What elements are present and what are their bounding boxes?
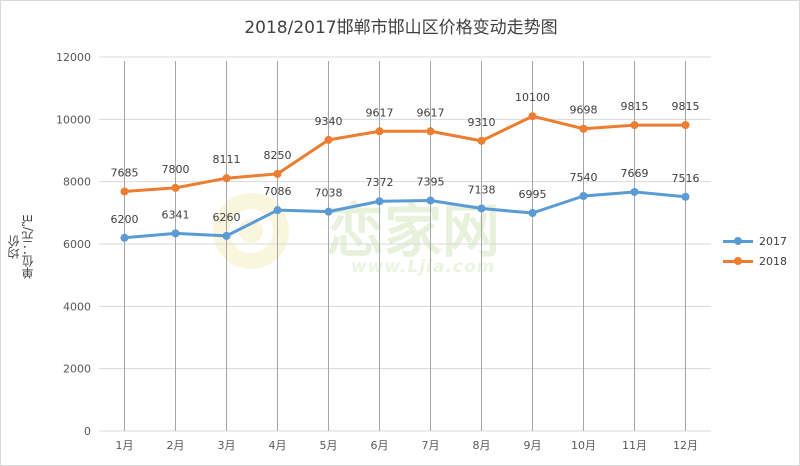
x-tick-label: 6月 bbox=[371, 439, 389, 452]
y-tick-label: 6000 bbox=[63, 238, 91, 251]
data-label-2017: 6995 bbox=[519, 188, 547, 201]
data-label-2018: 10100 bbox=[515, 91, 550, 104]
data-label-2017: 6341 bbox=[162, 208, 190, 221]
x-tick-label: 9月 bbox=[524, 439, 542, 452]
data-label-2018: 9815 bbox=[672, 100, 700, 113]
data-label-2017: 7540 bbox=[570, 171, 598, 184]
y-tick-label: 10000 bbox=[56, 113, 91, 126]
data-label-2018: 9698 bbox=[570, 104, 598, 117]
data-point-2018 bbox=[324, 135, 333, 144]
data-point-2018 bbox=[120, 187, 129, 196]
y-tick-label: 4000 bbox=[63, 300, 91, 313]
series-line-2018 bbox=[124, 114, 686, 193]
data-point-2018 bbox=[477, 136, 486, 145]
data-point-2018 bbox=[579, 124, 588, 133]
data-label-2018: 7800 bbox=[162, 163, 190, 176]
data-label-2018: 9617 bbox=[417, 106, 445, 119]
data-point-2018 bbox=[681, 121, 690, 130]
data-label-2017: 6260 bbox=[213, 211, 241, 224]
data-point-2017 bbox=[222, 231, 231, 240]
data-label-2017: 7086 bbox=[264, 185, 292, 198]
x-tick-label: 1月 bbox=[116, 439, 134, 452]
data-label-2018: 8250 bbox=[264, 149, 292, 162]
data-label-2018: 7685 bbox=[111, 166, 139, 179]
legend-item-2018: 2018 bbox=[723, 251, 787, 271]
data-point-2017 bbox=[426, 196, 435, 205]
data-label-2017: 6200 bbox=[111, 213, 139, 226]
data-label-2017: 7372 bbox=[366, 176, 394, 189]
data-point-2018 bbox=[630, 121, 639, 130]
data-label-2018: 9815 bbox=[621, 100, 649, 113]
data-point-2018 bbox=[528, 112, 537, 121]
x-tick-label: 12月 bbox=[673, 439, 698, 452]
data-label-2017: 7669 bbox=[621, 167, 649, 180]
data-label-2017: 7516 bbox=[672, 172, 700, 185]
data-point-2018 bbox=[222, 174, 231, 183]
legend-item-2017: 2017 bbox=[723, 231, 787, 251]
y-tick-label: 0 bbox=[84, 425, 91, 438]
data-point-2017 bbox=[375, 197, 384, 206]
data-label-2017: 7038 bbox=[315, 187, 343, 200]
data-label-2018: 9310 bbox=[468, 116, 496, 129]
data-point-2018 bbox=[273, 169, 282, 178]
x-tick-label: 7月 bbox=[422, 439, 440, 452]
data-point-2017 bbox=[579, 192, 588, 201]
series-line-2017 bbox=[124, 190, 686, 240]
x-tick-label: 2月 bbox=[167, 439, 185, 452]
chart-title: 2018/2017邯郸市邯山区价格变动走势图 bbox=[244, 18, 558, 38]
data-point-2017 bbox=[120, 233, 129, 242]
data-point-2018 bbox=[375, 127, 384, 136]
y-tick-label: 12000 bbox=[56, 51, 91, 64]
data-point-2018 bbox=[426, 127, 435, 136]
data-label-2017: 7138 bbox=[468, 184, 496, 197]
y-tick-label: 8000 bbox=[63, 176, 91, 189]
legend: 2017 2018 bbox=[723, 231, 787, 271]
data-point-2018 bbox=[171, 183, 180, 192]
data-point-2017 bbox=[528, 208, 537, 217]
data-point-2017 bbox=[681, 192, 690, 201]
x-tick-label: 11月 bbox=[622, 439, 647, 452]
data-point-2017 bbox=[324, 207, 333, 216]
data-point-2017 bbox=[630, 187, 639, 196]
x-tick-label: 10月 bbox=[571, 439, 596, 452]
legend-swatch bbox=[723, 255, 753, 267]
x-tick-label: 4月 bbox=[269, 439, 287, 452]
x-tick-label: 8月 bbox=[473, 439, 491, 452]
legend-swatch bbox=[723, 235, 753, 247]
legend-label: 2018 bbox=[759, 254, 787, 268]
data-label-2017: 7395 bbox=[417, 176, 445, 189]
x-tick-label: 3月 bbox=[218, 439, 236, 452]
data-label-2018: 8111 bbox=[213, 153, 241, 166]
data-point-2017 bbox=[477, 204, 486, 213]
data-point-2017 bbox=[171, 229, 180, 238]
x-tick-label: 5月 bbox=[320, 439, 338, 452]
data-point-2017 bbox=[273, 206, 282, 215]
legend-label: 2017 bbox=[759, 234, 787, 248]
y-tick-label: 2000 bbox=[63, 363, 91, 376]
data-label-2018: 9340 bbox=[315, 115, 343, 128]
data-label-2018: 9617 bbox=[366, 106, 394, 119]
